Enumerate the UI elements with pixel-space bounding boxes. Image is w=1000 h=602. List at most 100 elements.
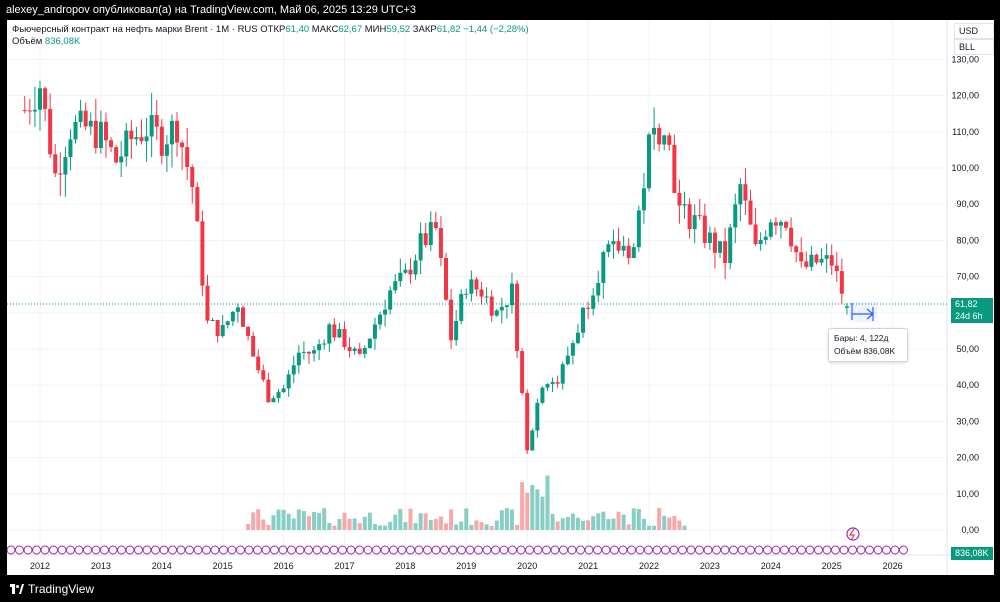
x-tick-label: 2021 — [578, 561, 598, 571]
candle-body — [53, 154, 58, 174]
tradingview-logo[interactable]: TradingView — [10, 582, 94, 596]
volume-bar — [337, 518, 342, 530]
candle-body — [48, 109, 53, 155]
candle-body — [641, 188, 646, 211]
candle-body — [672, 144, 677, 193]
candle-body — [428, 222, 433, 246]
event-marker — [6, 545, 16, 555]
x-tick-label: 2023 — [700, 561, 720, 571]
candle-body — [799, 252, 804, 262]
candle-body — [175, 120, 180, 143]
event-marker — [550, 545, 560, 555]
candle-body — [682, 204, 687, 206]
close-label: ЗАКР — [412, 24, 437, 35]
volume-bar — [276, 509, 281, 530]
event-marker — [482, 545, 492, 555]
candle-body — [276, 392, 281, 399]
event-marker — [32, 545, 41, 555]
volume-bar — [352, 518, 357, 530]
plot-area[interactable] — [7, 20, 947, 575]
event-marker — [414, 545, 424, 555]
volume-legend[interactable]: Объём 836,08K — [12, 36, 80, 47]
event-marker — [805, 545, 815, 555]
candle-body — [58, 173, 63, 175]
candle-body — [504, 305, 509, 307]
event-marker — [355, 545, 364, 555]
event-marker — [168, 545, 177, 555]
measure-tooltip: Бары: 4, 122д Объём 836,08K — [828, 328, 908, 362]
event-marker — [618, 545, 628, 555]
candle-body — [362, 348, 367, 354]
measure-arrow — [849, 302, 877, 322]
volume-bar — [545, 475, 550, 530]
candle-body — [200, 221, 205, 286]
publish-header: alexey_andropov опубликовал(а) на Tradin… — [0, 0, 1000, 20]
volume-bar — [342, 512, 347, 530]
candle-body — [408, 269, 413, 275]
volume-bar — [560, 518, 565, 530]
event-marker — [797, 545, 806, 555]
symbol-legend[interactable]: Фьючерсный контракт на нефть марки Brent… — [12, 24, 529, 35]
candle-body — [159, 126, 164, 156]
event-marker — [176, 545, 186, 555]
event-marker — [159, 545, 169, 555]
event-marker — [822, 545, 832, 555]
candle-body — [88, 120, 93, 127]
event-marker — [457, 545, 466, 555]
event-marker — [593, 545, 602, 555]
candle-body — [154, 115, 159, 127]
volume-bar — [575, 517, 580, 530]
event-marker — [15, 545, 24, 555]
volume-bar — [540, 496, 545, 530]
volume-bar — [484, 524, 489, 530]
event-marker — [695, 545, 704, 555]
event-marker — [346, 545, 356, 555]
candle-body — [190, 167, 195, 188]
candle-body — [291, 365, 296, 375]
y-tick-label: 90,00 — [956, 199, 979, 209]
event-marker — [389, 545, 398, 555]
event-marker — [890, 545, 900, 555]
dividends-icon[interactable] — [846, 527, 860, 541]
event-marker — [678, 545, 687, 555]
candle-body — [636, 210, 641, 248]
high-label: МАКС — [311, 24, 339, 35]
candle-body — [555, 382, 560, 384]
candle-body — [398, 272, 403, 282]
countdown-tag: 24d 6h — [951, 310, 993, 323]
candle-body — [484, 296, 489, 298]
volume-bar — [266, 524, 271, 530]
volume-bar — [317, 513, 322, 530]
currency-button[interactable]: USD — [954, 23, 994, 39]
candle-body — [327, 324, 332, 344]
time-axis: 2012 2013 2014 2015 2016 2017 2018 2019 2020 2021… — [30, 561, 903, 571]
candle-body — [367, 338, 372, 349]
event-marker — [406, 545, 415, 555]
candle-body — [454, 320, 459, 341]
volume-bar — [621, 514, 626, 530]
event-marker — [754, 545, 764, 555]
event-marker — [142, 545, 152, 555]
volume-bar — [616, 511, 621, 530]
price-chart[interactable]: 0,0010,0020,0030,0040,0050,0060,0070,008… — [6, 20, 994, 575]
candle-body — [195, 187, 200, 222]
volume-bar — [428, 519, 433, 530]
event-marker — [712, 545, 721, 555]
chart-pane[interactable]: 0,0010,0020,0030,0040,0050,0060,0070,008… — [6, 20, 994, 575]
unit-button[interactable]: BLL — [954, 39, 994, 55]
event-marker — [117, 545, 126, 555]
event-marker — [899, 545, 908, 555]
volume-bar — [312, 511, 317, 530]
volume-label: Объём — [12, 36, 43, 47]
candle-body — [251, 335, 256, 357]
candle-body — [332, 324, 337, 338]
candle-body — [342, 328, 347, 348]
candle-body — [235, 307, 240, 312]
event-marker — [338, 545, 347, 555]
candle-body — [73, 121, 78, 140]
candle-body — [606, 244, 611, 253]
candle-body — [301, 351, 306, 353]
volume-bar — [281, 509, 286, 530]
candle-body — [413, 260, 418, 275]
event-marker — [703, 545, 713, 555]
